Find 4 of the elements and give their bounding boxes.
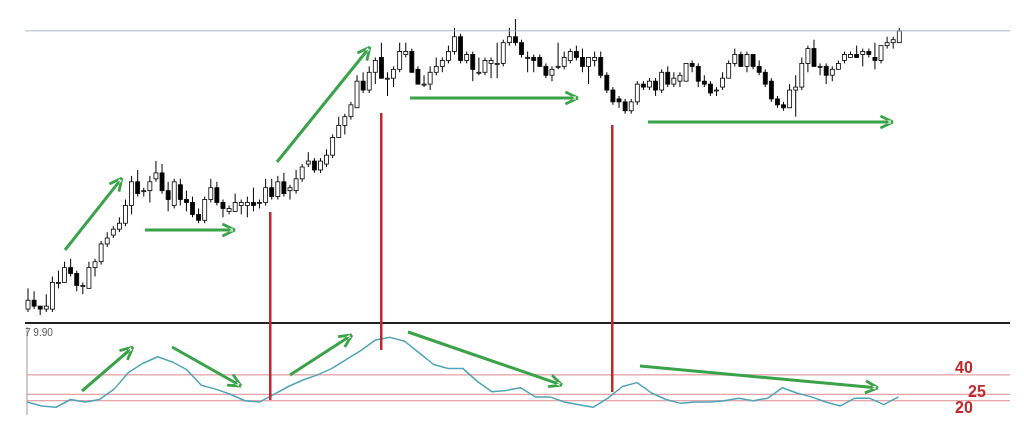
ref-line-label: 40 bbox=[955, 359, 973, 377]
ref-line-label: 20 bbox=[955, 398, 973, 416]
ref-line-label: 25 bbox=[968, 382, 986, 400]
annotation: 7 9.90 bbox=[25, 327, 53, 338]
